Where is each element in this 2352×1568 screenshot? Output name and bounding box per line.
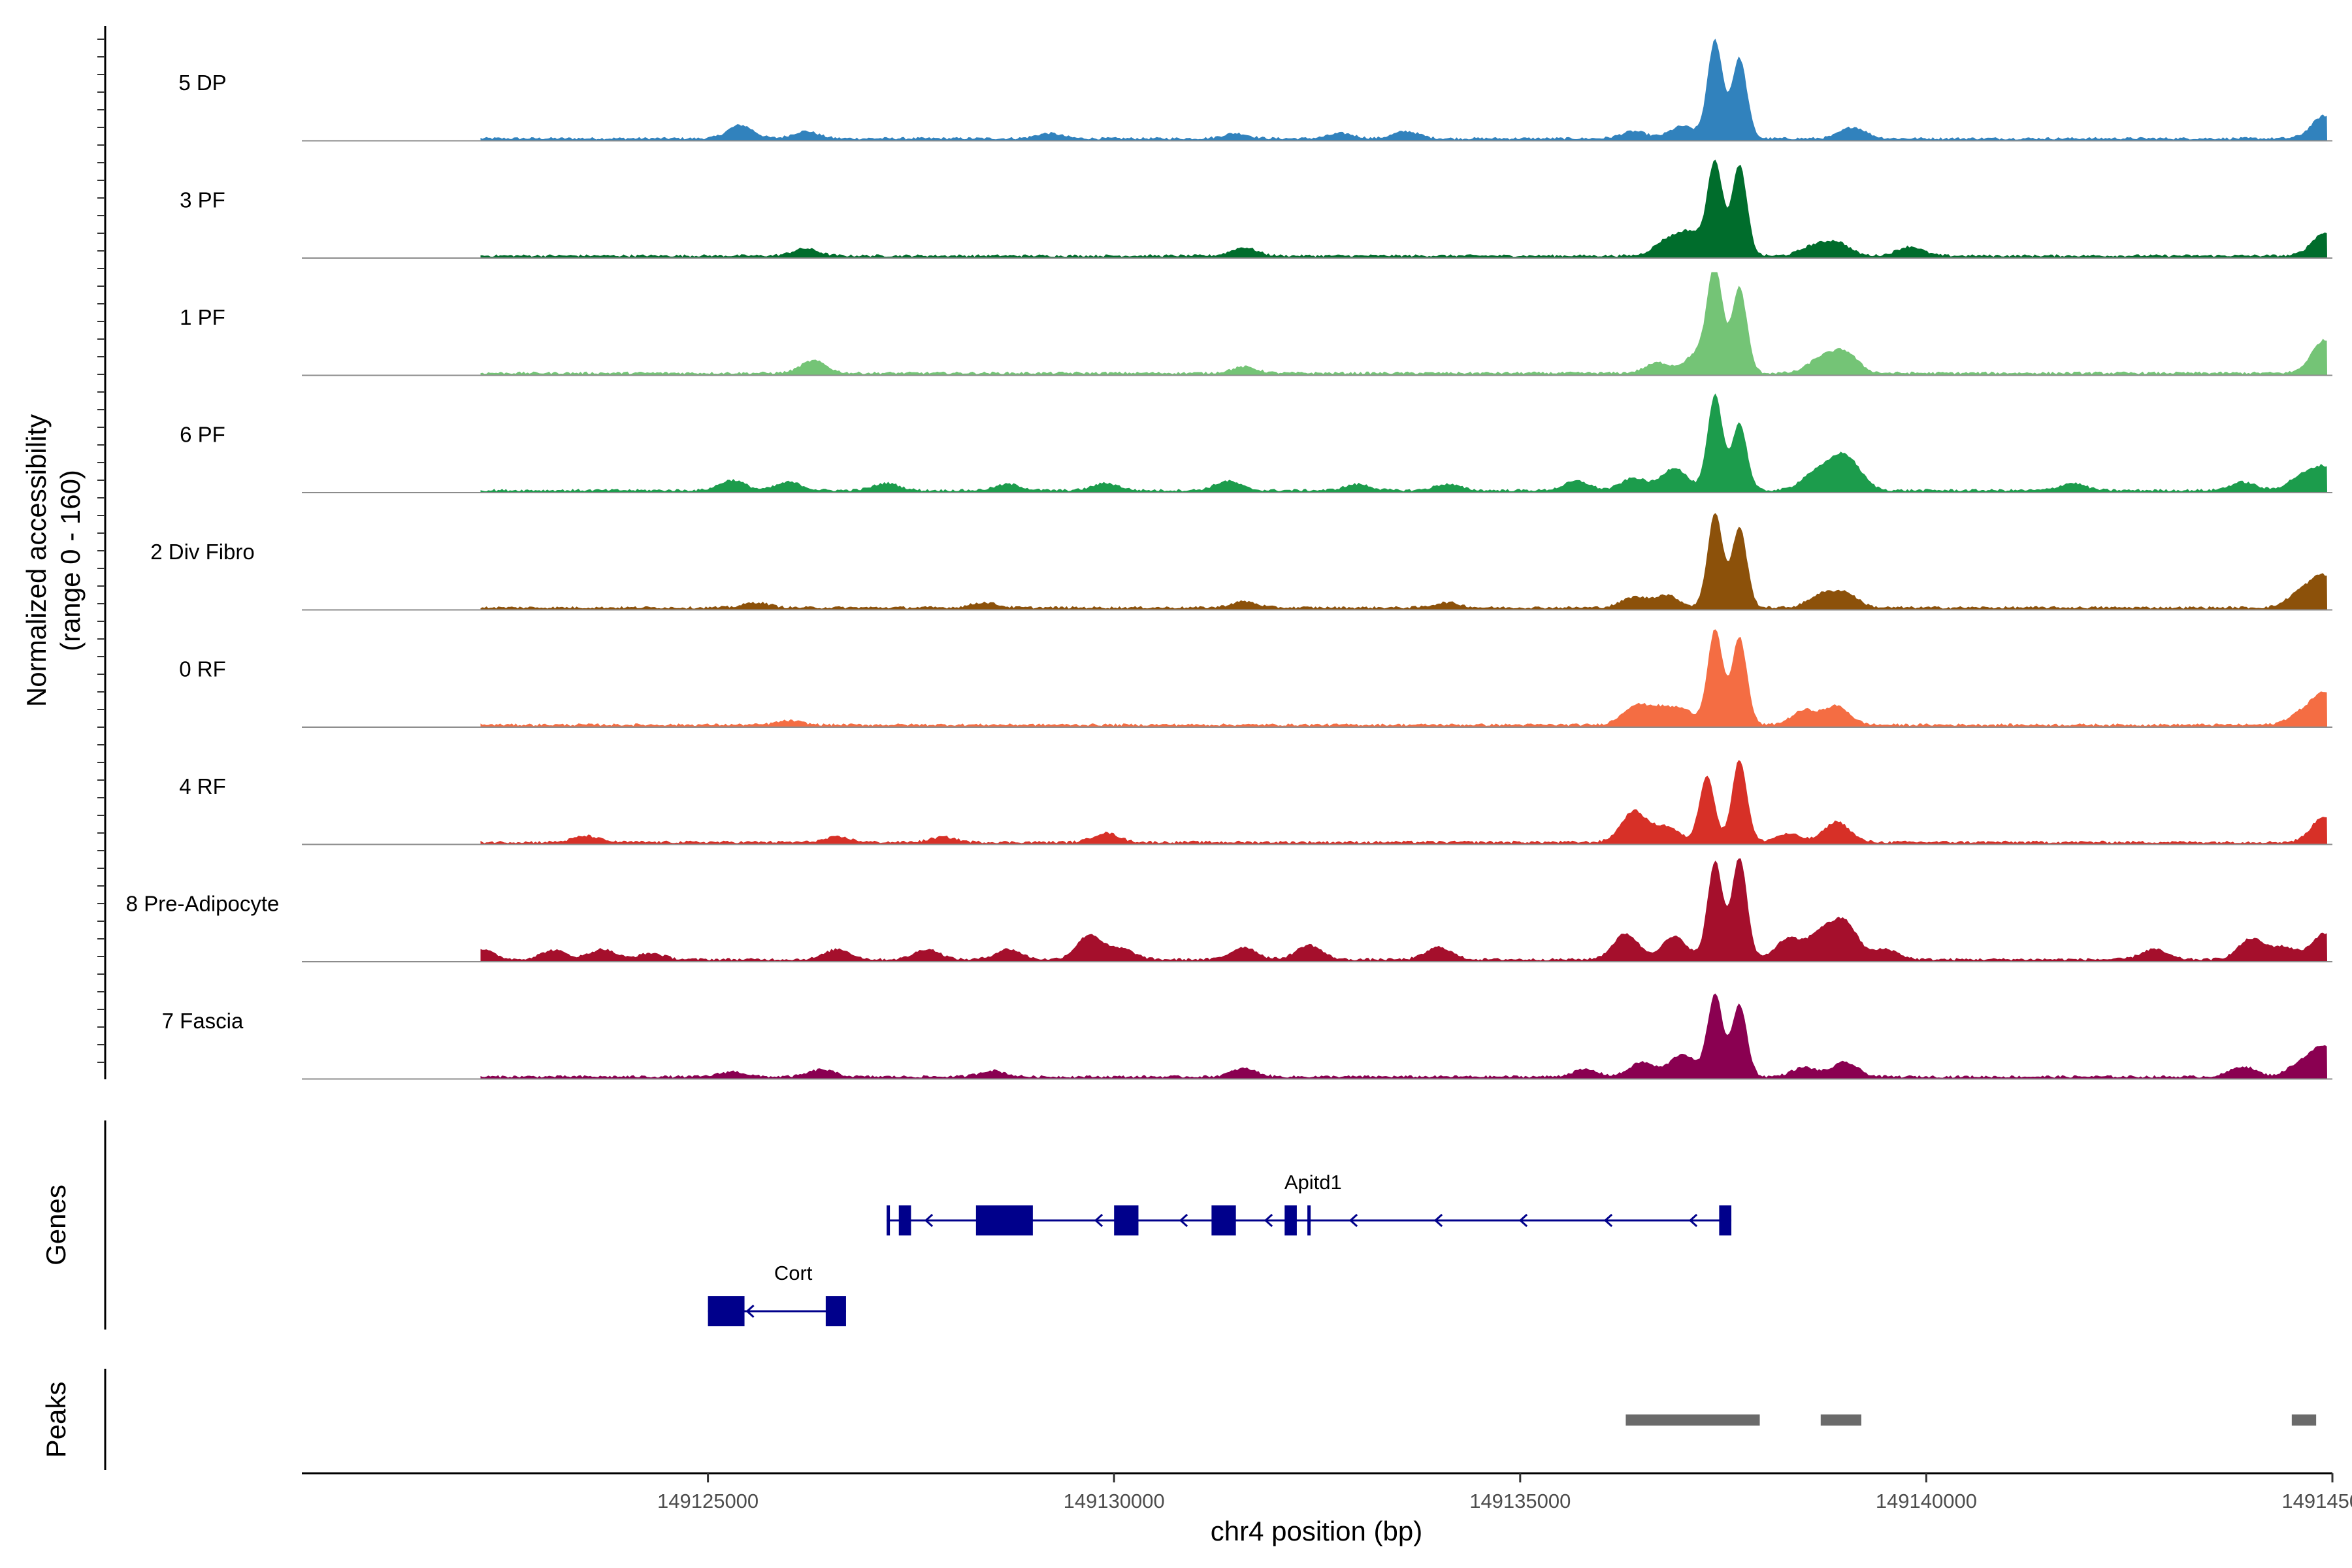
strand-arrow: [924, 1213, 934, 1228]
coverage-y-axis-title-line2: (range 0 - 160): [55, 470, 86, 651]
track-4-rf: 4 RF: [179, 760, 2332, 845]
track-5-dp: 5 DP: [178, 39, 2332, 142]
strand-arrow: [1688, 1213, 1698, 1228]
coverage-y-axis-title-line1: Normalized accessibility: [21, 414, 52, 707]
coverage-area: [480, 760, 2327, 845]
track-3-pf: 3 PF: [180, 159, 2332, 259]
coverage-area: [480, 629, 2327, 727]
track-label: 4 RF: [179, 774, 226, 798]
coverage-area: [480, 858, 2327, 962]
gene-annotations: Apitd1 Cort: [708, 1171, 1732, 1326]
x-tick-label: 149135000: [1469, 1490, 1571, 1512]
coverage-area: [480, 39, 2327, 141]
gene-cort: Cort: [708, 1262, 846, 1326]
peak-bar: [1625, 1414, 1760, 1426]
gene-name-label: Cort: [774, 1262, 813, 1284]
gene-exon: [898, 1205, 911, 1235]
track-6-pf: 6 PF: [180, 393, 2332, 493]
x-tick-label: 149125000: [657, 1490, 759, 1512]
coverage-area: [480, 993, 2327, 1079]
gene-exon: [1719, 1205, 1732, 1235]
track-8-pre-adipocyte: 8 Pre-Adipocyte: [126, 858, 2332, 962]
peaks-panel-title: Peaks: [41, 1382, 71, 1458]
gene-exon: [708, 1296, 745, 1326]
track-2-div-fibro: 2 Div Fibro: [150, 513, 2332, 611]
genes-panel-title: Genes: [41, 1184, 71, 1266]
coverage-area: [480, 272, 2327, 376]
strand-arrow: [1179, 1213, 1188, 1228]
x-tick-label: 149145000: [2281, 1490, 2352, 1512]
track-7-fascia: 7 Fascia: [162, 993, 2332, 1080]
gene-apitd1: Apitd1: [887, 1171, 1732, 1235]
track-label: 2 Div Fibro: [150, 540, 255, 564]
track-label: 7 Fascia: [162, 1009, 244, 1033]
strand-arrow: [1094, 1213, 1103, 1228]
strand-arrow: [1518, 1213, 1528, 1228]
peak-bar: [1820, 1414, 1861, 1426]
track-label: 1 PF: [180, 305, 225, 329]
track-0-rf: 0 RF: [179, 629, 2332, 728]
track-label: 6 PF: [180, 423, 225, 447]
gene-exon: [1114, 1205, 1139, 1235]
gene-exon: [1211, 1205, 1236, 1235]
coverage-area: [480, 513, 2327, 610]
gene-exon: [1284, 1205, 1297, 1235]
strand-arrow: [1603, 1213, 1613, 1228]
track-1-pf: 1 PF: [180, 272, 2332, 376]
coverage-y-axis: [97, 26, 106, 1079]
peak-bar: [2291, 1414, 2317, 1426]
strand-arrow: [1433, 1213, 1443, 1228]
gene-exon: [825, 1296, 846, 1326]
strand-arrow: [745, 1304, 755, 1318]
track-label: 0 RF: [179, 657, 226, 681]
gene-exon: [887, 1205, 890, 1235]
x-tick-label: 149130000: [1064, 1490, 1165, 1512]
gene-exon: [1307, 1205, 1311, 1235]
x-axis-title: chr4 position (bp): [1211, 1516, 1423, 1546]
track-label: 3 PF: [180, 188, 225, 212]
gene-exon: [975, 1205, 1033, 1235]
strand-arrow: [1264, 1213, 1273, 1228]
x-tick-label: 149140000: [1876, 1490, 1977, 1512]
strand-arrow: [1348, 1213, 1358, 1228]
coverage-tracks: 5 DP 3 PF 1 PF 6 PF 2 Div Fibro 0 RF 4 RF 8 Pre…: [126, 39, 2332, 1080]
coverage-area: [480, 393, 2327, 493]
coverage-area: [480, 159, 2327, 258]
gene-name-label: Apitd1: [1284, 1171, 1342, 1194]
track-label: 5 DP: [178, 71, 226, 95]
track-label: 8 Pre-Adipocyte: [126, 892, 280, 916]
peak-regions: [1625, 1414, 2317, 1426]
x-axis: 149125000 149130000 149135000 149140000 1491…: [302, 1472, 2352, 1512]
